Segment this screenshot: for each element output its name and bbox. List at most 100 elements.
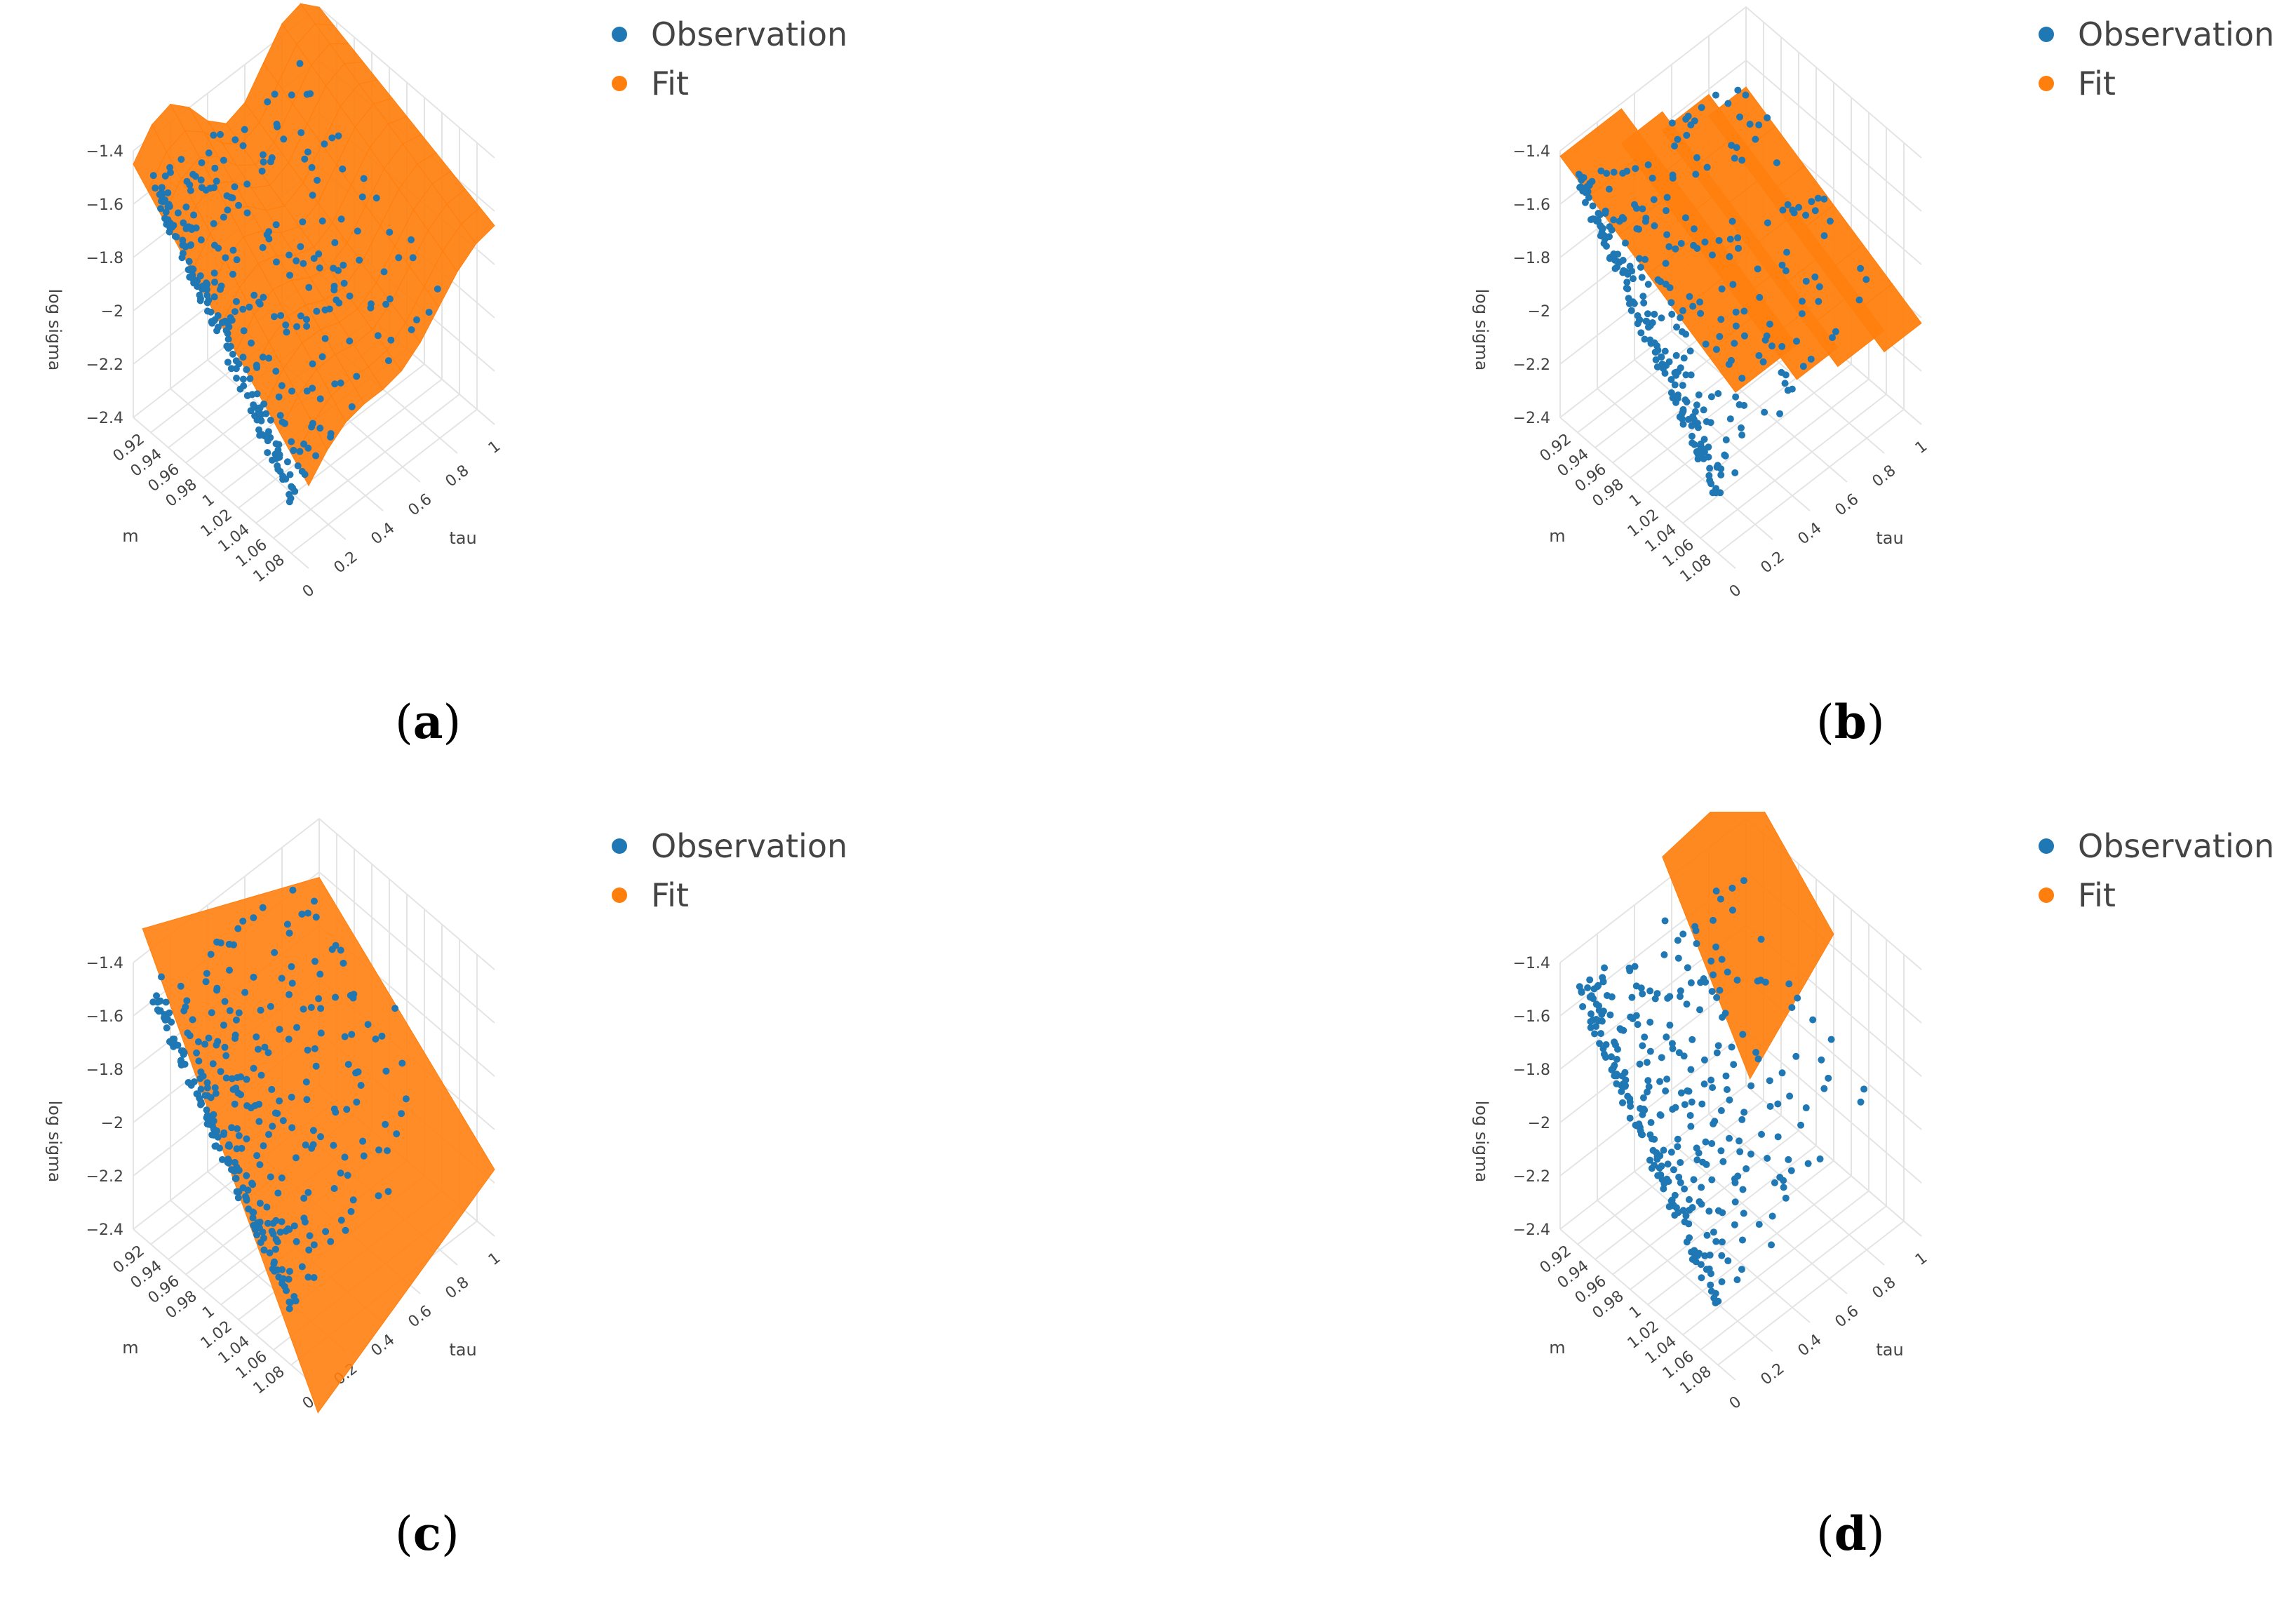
y-tick-label: 0 xyxy=(300,582,318,601)
observation-point xyxy=(206,185,214,192)
observation-point xyxy=(161,172,169,180)
observation-point xyxy=(1665,1177,1672,1185)
observation-point xyxy=(1787,1167,1795,1174)
observation-point xyxy=(360,175,368,182)
grid-line xyxy=(1665,363,1852,509)
observation-point xyxy=(311,1045,318,1052)
plot-d: −1.4−1.6−1.8−2−2.2−2.40.920.940.960.9811… xyxy=(1472,812,1931,1413)
legend-item-fit[interactable]: Fit xyxy=(2039,65,2116,102)
observation-point xyxy=(268,1085,276,1093)
observation-point xyxy=(277,312,285,319)
panel-c: −1.4 −1.6 −1.8 −2 −2.2 −2.4 0.92 0.94 0.96 0.98 1 1… xyxy=(0,812,1148,1601)
observation-point xyxy=(1740,332,1748,340)
observation-point xyxy=(224,359,231,366)
observation-point xyxy=(1640,299,1648,307)
observation-point xyxy=(1679,1207,1687,1214)
observation-point xyxy=(1808,198,1815,206)
observation-point xyxy=(174,1041,182,1049)
observation-point xyxy=(1634,320,1642,328)
observation-point xyxy=(1598,1017,1606,1025)
observation-point xyxy=(1731,1179,1739,1186)
observation-point xyxy=(1728,1043,1736,1051)
observation-point xyxy=(1743,1165,1750,1172)
y-tick-label: 0.6 xyxy=(405,1302,436,1331)
observation-point xyxy=(378,1032,386,1040)
legend-item-observation[interactable]: Observation xyxy=(2039,827,2274,865)
observation-point xyxy=(220,1129,228,1137)
observation-point xyxy=(1776,410,1784,417)
observation-point xyxy=(1622,268,1630,276)
observation-point xyxy=(1718,1278,1726,1285)
legend-item-observation[interactable]: Observation xyxy=(612,827,847,865)
observation-point xyxy=(1663,231,1671,239)
observation-point xyxy=(341,1033,349,1040)
observation-point xyxy=(1797,1121,1805,1129)
observation-point xyxy=(194,1038,202,1046)
observation-point xyxy=(374,332,382,340)
observation-point xyxy=(339,165,347,173)
observation-point xyxy=(1647,1118,1655,1126)
observation-point xyxy=(237,1073,245,1080)
observation-point xyxy=(1681,396,1689,403)
x-axis-title: m xyxy=(1549,526,1565,546)
observation-point xyxy=(1632,165,1639,173)
observation-point xyxy=(1695,1149,1703,1157)
observation-point xyxy=(1731,154,1738,162)
observation-point xyxy=(1637,329,1645,337)
observation-point xyxy=(1679,307,1687,314)
legend-item-fit[interactable]: Fit xyxy=(2039,876,2116,914)
observation-point xyxy=(1679,930,1687,938)
observation-point xyxy=(253,1033,260,1040)
observation-point xyxy=(1667,375,1675,383)
observation-point xyxy=(264,1219,271,1227)
observation-point xyxy=(1656,1164,1663,1172)
observation-point xyxy=(1668,119,1676,127)
legend-item-observation[interactable]: Observation xyxy=(612,15,847,53)
observation-point xyxy=(1715,236,1723,244)
observation-point xyxy=(357,1082,365,1090)
observation-point xyxy=(1684,1087,1691,1094)
y-axis-title: tau xyxy=(1876,528,1903,548)
observation-point xyxy=(321,335,329,342)
observation-point xyxy=(300,260,307,267)
grid-line xyxy=(1717,408,1905,554)
observation-point xyxy=(1661,369,1669,377)
legend-item-fit[interactable]: Fit xyxy=(612,65,689,102)
observation-point xyxy=(1687,979,1695,986)
observation-point xyxy=(1632,982,1640,990)
observation-point xyxy=(227,314,234,321)
observation-point xyxy=(217,1068,224,1076)
observation-point xyxy=(178,254,186,262)
legend-item-observation[interactable]: Observation xyxy=(2039,15,2274,53)
observation-point xyxy=(198,159,206,166)
observation-point xyxy=(1782,371,1790,379)
observation-point xyxy=(245,1205,253,1213)
observation-point xyxy=(274,1189,282,1197)
observation-point xyxy=(1662,260,1670,267)
observation-point xyxy=(233,1145,241,1153)
observation-point xyxy=(234,925,242,932)
legend-item-fit[interactable]: Fit xyxy=(612,876,689,914)
observation-point xyxy=(1682,1212,1690,1219)
z-tick-label: −2.2 xyxy=(86,356,123,374)
z-tick-label: −1.8 xyxy=(1513,1061,1550,1079)
observation-point xyxy=(278,1218,286,1226)
observation-point xyxy=(1726,1096,1733,1104)
observation-point xyxy=(1717,316,1725,323)
observation-point xyxy=(1691,923,1699,930)
observation-point xyxy=(331,380,339,388)
observation-point xyxy=(367,304,375,312)
observation-point xyxy=(332,993,340,1001)
observation-point xyxy=(1731,1221,1738,1228)
observation-point xyxy=(177,156,185,163)
observation-point xyxy=(1644,310,1651,318)
observation-point xyxy=(1827,1036,1835,1043)
observation-point xyxy=(335,132,342,140)
observation-point xyxy=(1712,91,1719,99)
observation-point xyxy=(1643,1059,1651,1066)
observation-point xyxy=(283,920,291,928)
y-tick-label: 1 xyxy=(485,1250,504,1269)
observation-point xyxy=(197,176,205,184)
observation-point xyxy=(356,256,363,264)
observation-point xyxy=(264,428,272,436)
